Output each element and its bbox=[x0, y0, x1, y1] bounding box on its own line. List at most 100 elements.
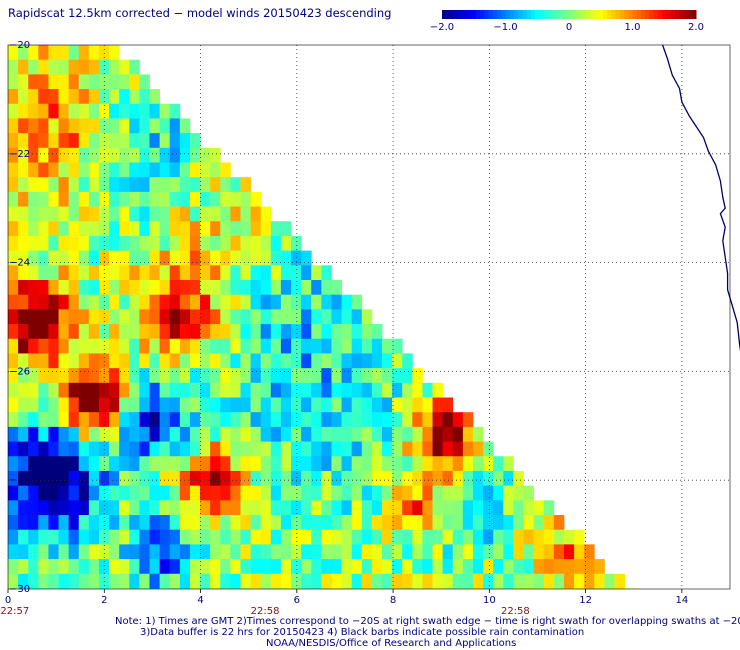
heatmap-cell bbox=[422, 559, 433, 575]
heatmap-cell bbox=[48, 118, 59, 134]
heatmap-cell bbox=[8, 529, 19, 545]
heatmap-cell bbox=[88, 456, 100, 472]
heatmap-cell bbox=[18, 397, 29, 413]
heatmap-cell bbox=[48, 382, 59, 398]
heatmap-cell bbox=[18, 338, 29, 354]
heatmap-cell bbox=[38, 133, 49, 149]
note-line-2: 3)Data buffer is 22 hrs for 20150423 4) … bbox=[140, 627, 585, 638]
heatmap-cell bbox=[149, 397, 161, 413]
heatmap-cell bbox=[8, 280, 19, 296]
heatmap-cell bbox=[189, 500, 201, 516]
heatmap-cell bbox=[523, 515, 535, 531]
heatmap-cell bbox=[78, 103, 90, 119]
colorbar-segment bbox=[670, 10, 676, 19]
heatmap-cell bbox=[483, 456, 494, 472]
heatmap-cell bbox=[472, 441, 484, 457]
heatmap-cell bbox=[159, 162, 171, 178]
heatmap-cell bbox=[88, 162, 100, 178]
heatmap-cell bbox=[149, 456, 161, 472]
heatmap-cell bbox=[58, 559, 70, 575]
heatmap-cell bbox=[119, 89, 130, 105]
coastline bbox=[661, 44, 740, 352]
heatmap-cell bbox=[139, 544, 150, 560]
heatmap-cell bbox=[301, 338, 312, 354]
heatmap-cell bbox=[311, 441, 322, 457]
heatmap-cell bbox=[139, 426, 150, 442]
heatmap-cell bbox=[392, 485, 403, 501]
heatmap-cell bbox=[361, 500, 373, 516]
colorbar-segment bbox=[450, 10, 456, 19]
heatmap-cell bbox=[291, 500, 302, 516]
heatmap-cell bbox=[179, 515, 191, 531]
heatmap-cell bbox=[109, 515, 120, 531]
heatmap-cell bbox=[169, 324, 181, 340]
heatmap-cell bbox=[260, 397, 272, 413]
heatmap-cell bbox=[493, 456, 504, 472]
colorbar-segment bbox=[530, 10, 536, 19]
colorbar-segment bbox=[480, 10, 485, 19]
heatmap-cell bbox=[260, 456, 272, 472]
heatmap-cell bbox=[321, 280, 332, 296]
heatmap-cell bbox=[240, 470, 251, 487]
heatmap-cell bbox=[179, 368, 191, 384]
heatmap-cell bbox=[149, 529, 161, 545]
heatmap-cell bbox=[270, 235, 282, 252]
heatmap-cell bbox=[109, 191, 120, 207]
heatmap-cell bbox=[149, 221, 161, 237]
heatmap-cell bbox=[109, 588, 120, 589]
heatmap-cell bbox=[483, 559, 494, 575]
heatmap-cell bbox=[493, 529, 504, 545]
heatmap-cell bbox=[402, 382, 413, 398]
heatmap-cell bbox=[422, 441, 433, 457]
heatmap-cell bbox=[240, 206, 251, 222]
colorbar-segment bbox=[691, 10, 697, 19]
heatmap-cell bbox=[78, 368, 90, 384]
heatmap-cell bbox=[220, 353, 231, 369]
heatmap-cell bbox=[58, 588, 70, 589]
heatmap-cell bbox=[8, 353, 19, 369]
heatmap-cell bbox=[38, 382, 49, 398]
heatmap-cell bbox=[351, 573, 363, 589]
colorbar-segment bbox=[683, 10, 689, 19]
heatmap-cell bbox=[8, 74, 19, 90]
heatmap-cell bbox=[169, 250, 181, 266]
heatmap-cell bbox=[179, 118, 191, 134]
heatmap-cell bbox=[149, 412, 161, 428]
heatmap-cell bbox=[270, 441, 282, 457]
heatmap-cell bbox=[109, 177, 120, 193]
heatmap-cell bbox=[392, 544, 403, 560]
heatmap-cell bbox=[98, 338, 110, 354]
heatmap-cell bbox=[311, 426, 322, 442]
heatmap-cell bbox=[442, 470, 454, 487]
heatmap-cell bbox=[78, 485, 90, 501]
heatmap-cell bbox=[109, 470, 120, 487]
heatmap-cell bbox=[260, 544, 272, 560]
x-tick-label: 8 bbox=[390, 595, 396, 606]
heatmap-cell bbox=[88, 441, 100, 457]
heatmap-cell bbox=[58, 544, 70, 560]
heatmap-cell bbox=[210, 162, 221, 178]
heatmap-cell bbox=[38, 74, 49, 90]
colorbar-segment bbox=[458, 10, 464, 19]
heatmap-cell bbox=[18, 280, 29, 296]
heatmap-cell bbox=[189, 221, 201, 237]
heatmap-cell bbox=[462, 426, 474, 442]
heatmap-cell bbox=[18, 118, 29, 134]
heatmap-cell bbox=[129, 529, 140, 545]
heatmap-cell bbox=[78, 59, 90, 75]
heatmap-cell bbox=[361, 588, 373, 589]
heatmap-cell bbox=[58, 397, 70, 413]
chart-title: Rapidscat 12.5km corrected − model winds… bbox=[8, 6, 392, 20]
heatmap-cell bbox=[98, 294, 110, 310]
heatmap-cell bbox=[230, 470, 241, 487]
heatmap-cell bbox=[361, 470, 373, 487]
heatmap-cell bbox=[220, 162, 231, 178]
heatmap-cell bbox=[321, 338, 332, 354]
heatmap-cell bbox=[402, 397, 413, 413]
heatmap-cell bbox=[301, 559, 312, 575]
heatmap-cell bbox=[291, 353, 302, 369]
heatmap-cell bbox=[220, 397, 231, 413]
colorbar-segment bbox=[560, 10, 566, 19]
heatmap-cell bbox=[341, 412, 353, 428]
heatmap-cell bbox=[159, 529, 171, 545]
